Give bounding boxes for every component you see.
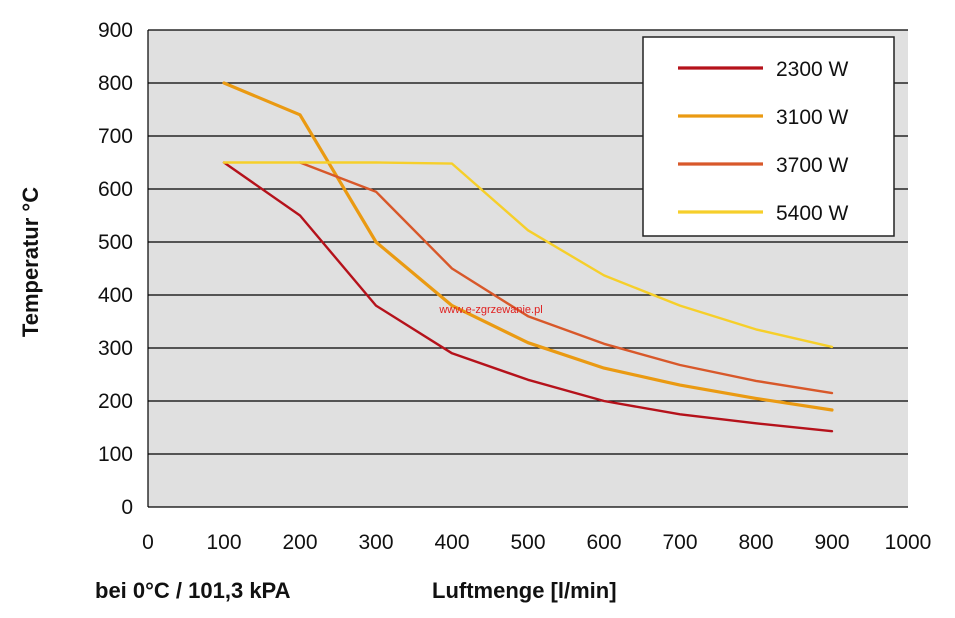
y-tick-label: 200 <box>98 390 133 413</box>
x-tick-label: 100 <box>206 531 241 554</box>
series-lines <box>222 81 834 433</box>
y-tick-label: 700 <box>98 125 133 148</box>
condition-note: bei 0°C / 101,3 kPA <box>95 578 291 603</box>
y-tick-label: 100 <box>98 443 133 466</box>
x-tick-label: 500 <box>510 531 545 554</box>
x-axis-ticks: 0 100 200 300 400 500 600 700 800 900 1000 <box>142 531 931 554</box>
x-tick-label: 800 <box>738 531 773 554</box>
y-tick-label: 400 <box>98 284 133 307</box>
legend-label: 3100 W <box>776 106 849 129</box>
grid-lines <box>147 29 908 508</box>
x-tick-label: 0 <box>142 531 154 554</box>
y-tick-label: 300 <box>98 337 133 360</box>
series-line-3700w <box>298 161 834 395</box>
y-axis-title: Temperatur °C <box>18 187 43 337</box>
y-axis-ticks: 0 100 200 300 400 500 600 700 800 900 <box>98 19 133 519</box>
x-tick-label: 200 <box>282 531 317 554</box>
x-tick-label: 700 <box>662 531 697 554</box>
x-axis-title: Luftmenge [l/min] <box>432 578 617 603</box>
x-tick-label: 900 <box>814 531 849 554</box>
watermark-text: www.e-zgrzewanie.pl <box>438 304 542 316</box>
y-tick-label: 0 <box>121 496 133 519</box>
legend-box <box>642 36 895 237</box>
series-line-3100w <box>222 81 834 412</box>
y-tick-label: 500 <box>98 231 133 254</box>
x-tick-label: 1000 <box>885 531 932 554</box>
x-tick-label: 400 <box>434 531 469 554</box>
legend-label: 2300 W <box>776 58 849 81</box>
x-tick-label: 300 <box>358 531 393 554</box>
x-tick-label: 600 <box>586 531 621 554</box>
legend-label: 3700 W <box>776 154 849 177</box>
y-tick-label: 900 <box>98 19 133 42</box>
y-tick-label: 600 <box>98 178 133 201</box>
legend-label: 5400 W <box>776 202 849 225</box>
series-line-2300w <box>222 161 834 433</box>
legend: 2300 W 3100 W 3700 W 5400 W <box>642 36 895 237</box>
y-tick-label: 800 <box>98 72 133 95</box>
series-line-5400w <box>222 161 834 349</box>
